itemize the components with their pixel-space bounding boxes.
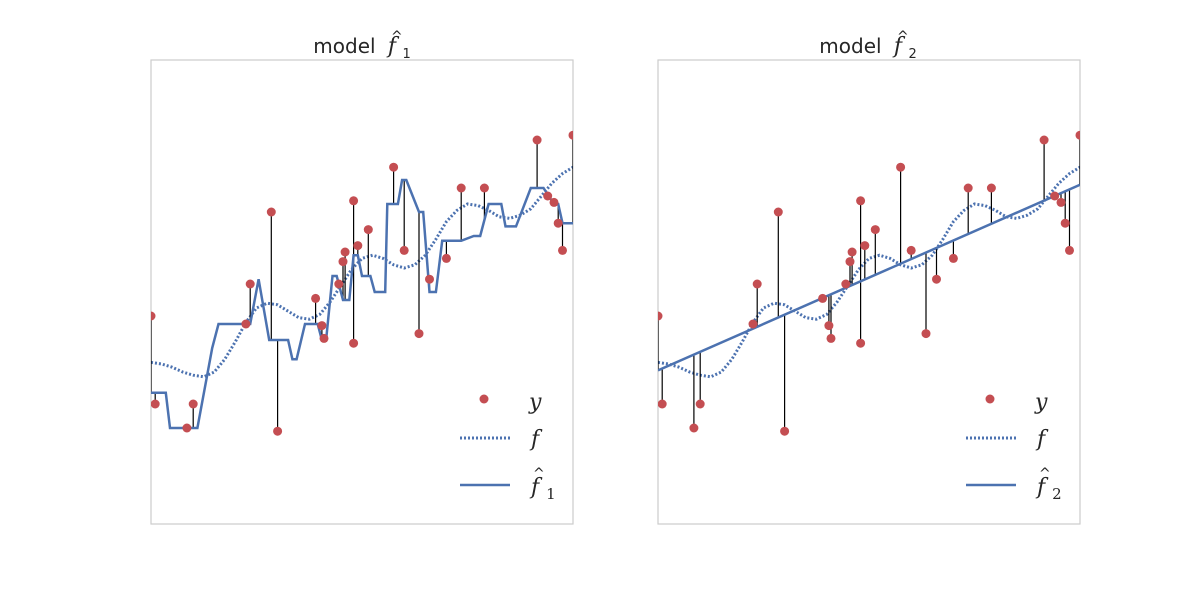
legend-y-marker [479,394,489,404]
observation-point [896,162,906,172]
panel-2-frame [657,59,1081,525]
observation-point [963,183,973,193]
observation-point [338,257,348,267]
observation-point [780,426,790,436]
legend-model-hat: ^ [1039,466,1051,482]
panel-1-title-subscript: 1 [402,47,410,62]
panel-model-f1: model f 1 ^ y f f 1 ^ [150,29,574,525]
observation-point [1075,130,1080,140]
legend-f-label: f [1035,427,1049,452]
observation-point [986,183,996,193]
observation-point [399,245,409,255]
observation-point [845,257,855,267]
observation-point [748,319,758,329]
observation-point [317,321,327,331]
observation-point [948,253,958,263]
legend-y-marker [985,394,995,404]
observation-point [1056,197,1066,207]
observation-point [549,197,559,207]
panel-2-title-subscript: 2 [908,47,916,62]
observation-point [553,218,563,228]
observation-point [273,426,283,436]
observation-point [856,338,866,348]
observation-point [479,183,489,193]
observation-point [860,241,870,251]
observation-point [334,279,344,289]
legend-y-label: y [528,390,542,415]
panel-1-plot [151,130,573,436]
observation-point [826,333,836,343]
observation-point [543,191,553,201]
observation-point [818,293,828,303]
panel-2-title: model f 2 [819,34,916,62]
observation-point [558,245,567,255]
observation-point [414,329,424,339]
plot-area [658,130,1080,436]
observation-point [151,311,156,321]
observation-point [841,279,851,289]
observation-point [568,130,573,140]
observation-point [658,311,663,321]
observation-point [1050,191,1060,201]
observation-point [353,241,363,251]
panel-1-title-hat: ^ [391,29,403,45]
observation-point [695,399,705,409]
observation-point [319,333,329,343]
observation-point [241,319,251,329]
legend-f-label: f [529,427,543,452]
panel-1-frame [150,59,574,525]
legend-model-subscript: 2 [1052,485,1062,503]
panel-1-title: model f 1 [313,34,410,62]
observation-point [856,196,866,206]
observation-point [906,245,916,255]
model-line [658,183,1080,372]
observation-point [182,423,192,433]
observation-point [456,183,466,193]
observation-point [425,274,434,284]
panel-2-title-word: model [819,34,881,58]
observation-point [752,279,762,289]
observation-point [441,253,451,263]
observation-point [1060,218,1070,228]
observation-point [151,399,160,409]
legend-model-label: f 1 [529,475,556,503]
observation-point [847,247,857,257]
observation-point [311,293,321,303]
observation-point [266,207,276,217]
observation-point [532,135,542,145]
observation-point [1065,245,1074,255]
observation-point [773,207,783,217]
legend-model-label: f 2 [1035,475,1062,503]
observation-point [389,162,399,172]
observation-point [1039,135,1049,145]
panel-1-legend: y f f 1 ^ [460,390,556,503]
panel-1-title-word: model [313,34,375,58]
observation-point [824,321,834,331]
true-function-line [658,165,1080,379]
observation-point [932,274,941,284]
observation-point [340,247,350,257]
observation-point [870,225,880,235]
observation-point [921,329,931,339]
observation-point [245,279,255,289]
legend-model-hat: ^ [533,466,545,482]
observation-point [363,225,373,235]
panel-2-legend: y f f 2 ^ [966,390,1062,503]
observation-point [349,196,359,206]
observation-point [349,338,359,348]
observation-point [188,399,198,409]
panel-2-plot [658,130,1080,436]
observation-point [658,399,667,409]
observation-point [689,423,699,433]
plot-area [151,130,573,436]
legend-y-label: y [1034,390,1048,415]
model-line [151,178,573,430]
true-function-line [151,165,573,379]
panel-model-f2: model f 2 ^ y f f 2 ^ [657,29,1081,525]
legend-model-subscript: 1 [546,485,556,503]
panel-2-title-hat: ^ [897,29,909,45]
